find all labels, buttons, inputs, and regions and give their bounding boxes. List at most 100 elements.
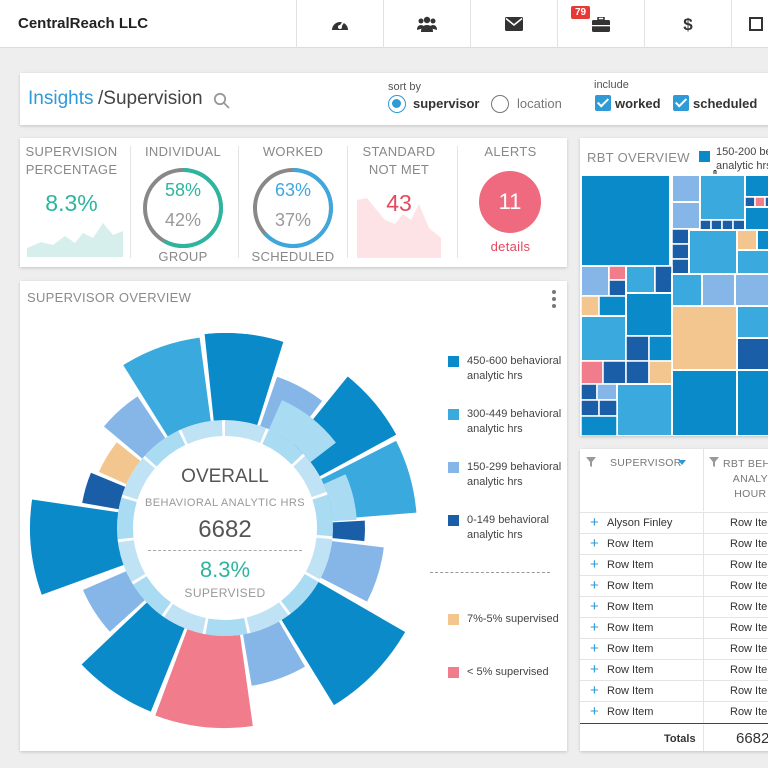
kpi-supervision-value: 8.3% [45, 190, 98, 216]
filter-icon[interactable] [586, 457, 596, 467]
expand-row-icon[interactable]: + [590, 598, 599, 615]
speedometer-icon [332, 20, 348, 30]
include-scheduled-checkbox[interactable] [673, 95, 689, 111]
radial-segment[interactable] [122, 458, 155, 500]
overview-center-value: 6682 [198, 516, 252, 543]
kpi-scheduled-value: 37% [274, 210, 312, 230]
sort-supervisor-radio[interactable] [388, 95, 406, 113]
radial-segment[interactable] [181, 420, 223, 444]
radial-segment[interactable] [82, 472, 126, 510]
radial-segment[interactable] [163, 603, 206, 634]
expand-row-icon[interactable]: + [590, 514, 599, 531]
kpi-individual-value: 58% [164, 180, 202, 200]
rbt-overview-panel: RBT OVERVIEW 150-200 be analytic hrs [580, 138, 768, 436]
expand-row-icon[interactable]: + [590, 661, 599, 678]
sort-desc-icon[interactable] [678, 460, 686, 466]
rbt-hours-cell: Row Ite [730, 664, 768, 676]
expand-row-icon[interactable]: + [590, 682, 599, 699]
radial-segment[interactable] [305, 537, 333, 580]
include-scheduled-label[interactable]: scheduled [693, 96, 758, 111]
table-row[interactable]: + Row Item Row Ite [580, 617, 768, 639]
rbt-treemap [580, 174, 768, 436]
table-row[interactable]: + Row Item Row Ite [580, 596, 768, 618]
include-worked-label[interactable]: worked [615, 96, 661, 111]
radial-segment[interactable] [30, 499, 124, 595]
window-icon [748, 17, 763, 31]
breadcrumb-insights-link[interactable]: Insights [28, 88, 94, 109]
radial-segment[interactable] [103, 396, 166, 459]
radial-segment[interactable] [268, 400, 336, 463]
rbt-hours-cell: Row Ite [730, 622, 768, 634]
radial-segment[interactable] [312, 494, 334, 537]
envelope-icon [505, 17, 523, 31]
radial-segment[interactable] [293, 455, 327, 498]
expand-row-icon[interactable]: + [590, 577, 599, 594]
rbt-hours-cell: Row Ite [730, 643, 768, 655]
radial-segment[interactable] [281, 582, 406, 706]
radial-segment[interactable] [144, 430, 186, 467]
table-row[interactable]: + Row Item Row Ite [580, 533, 768, 555]
radial-segment[interactable] [155, 629, 253, 728]
radial-segment[interactable] [262, 429, 304, 465]
worked-ring [253, 168, 333, 248]
supervisor-name-cell: Row Item [607, 538, 654, 550]
rbt-hours-cell: Row Ite [730, 706, 768, 718]
filter-bar: Insights /Supervision sort by supervisor… [20, 73, 768, 125]
radial-segment[interactable] [117, 497, 137, 540]
breadcrumb-current: /Supervision [98, 88, 203, 109]
rbt-hours-cell: Row Ite [730, 685, 768, 697]
table-header-rbt-hours[interactable]: RBT BEHAANALYHOUR [723, 458, 768, 500]
expand-row-icon[interactable]: + [590, 535, 599, 552]
supervisor-name-cell: Row Item [607, 559, 654, 571]
radial-segment[interactable] [323, 474, 357, 522]
radial-segment[interactable] [204, 333, 281, 425]
radial-segment[interactable] [117, 540, 146, 582]
individual-ring [143, 168, 223, 248]
radial-segment[interactable] [320, 541, 384, 602]
nav-dashboard-button[interactable] [296, 0, 383, 48]
radial-segment[interactable] [205, 617, 248, 636]
nav-more-button[interactable] [731, 0, 768, 48]
search-icon[interactable] [213, 92, 230, 109]
table-row[interactable]: + Row Item Row Ite [580, 659, 768, 681]
table-row[interactable]: + Alyson Finley Row Ite [580, 512, 768, 534]
radial-segment[interactable] [243, 621, 305, 686]
standard-sparkline [357, 198, 441, 258]
radial-segment[interactable] [246, 602, 289, 633]
radial-segment[interactable] [332, 520, 365, 542]
alerts-details-link[interactable]: details [490, 239, 531, 254]
table-row[interactable]: + Row Item Row Ite [580, 638, 768, 660]
company-name: CentralReach LLC [18, 15, 149, 32]
expand-row-icon[interactable]: + [590, 556, 599, 573]
table-row[interactable]: + Row Item Row Ite [580, 554, 768, 576]
radial-segment[interactable] [98, 442, 141, 485]
sort-location-radio[interactable] [491, 95, 509, 113]
kpi-individual-title: INDIVIDUAL [145, 144, 221, 159]
users-icon [417, 16, 437, 32]
table-header-supervisor[interactable]: SUPERVISOR [610, 457, 682, 469]
nav-messages-button[interactable] [470, 0, 557, 48]
expand-row-icon[interactable]: + [590, 619, 599, 636]
nav-billing-button[interactable]: $ [644, 0, 731, 48]
more-options-icon[interactable] [551, 289, 557, 309]
expand-row-icon[interactable]: + [590, 640, 599, 657]
nav-users-button[interactable] [383, 0, 470, 48]
radial-segment[interactable] [123, 337, 211, 437]
dollar-icon: $ [683, 15, 693, 33]
radial-segment[interactable] [225, 420, 267, 443]
table-row[interactable]: + Row Item Row Ite [580, 575, 768, 597]
filter-icon[interactable] [709, 457, 719, 467]
sort-supervisor-label[interactable]: supervisor [413, 96, 480, 111]
include-worked-checkbox[interactable] [595, 95, 611, 111]
radial-segment[interactable] [82, 571, 145, 632]
expand-row-icon[interactable]: + [590, 703, 599, 720]
nav-briefcase-button[interactable]: 79 [557, 0, 644, 48]
radial-segment[interactable] [133, 576, 171, 616]
table-row[interactable]: + Row Item Row Ite [580, 701, 768, 723]
sort-location-label[interactable]: location [517, 96, 562, 111]
rbt-hours-cell: Row Ite [730, 517, 768, 529]
radial-segment[interactable] [81, 602, 185, 712]
alerts-count-badge[interactable]: 11 [479, 171, 541, 233]
table-row[interactable]: + Row Item Row Ite [580, 680, 768, 702]
radial-segment[interactable] [281, 574, 319, 614]
